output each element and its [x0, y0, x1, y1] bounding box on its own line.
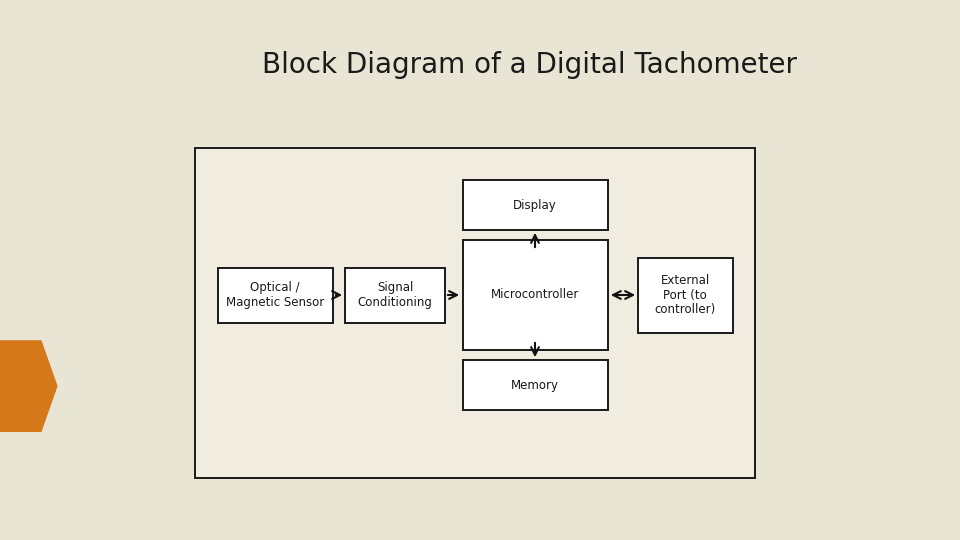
Text: External
Port (to
controller): External Port (to controller) [655, 273, 715, 316]
Text: Block Diagram of a Digital Tachometer: Block Diagram of a Digital Tachometer [262, 51, 798, 79]
Bar [463, 240, 608, 350]
Text: Signal
Conditioning: Signal Conditioning [357, 281, 432, 309]
Bar [463, 360, 608, 410]
Text: Microcontroller: Microcontroller [491, 288, 579, 301]
Bar [218, 267, 332, 322]
Bar [195, 148, 755, 478]
Bar [463, 180, 608, 230]
Polygon shape [0, 340, 58, 432]
Bar [345, 267, 445, 322]
Bar [637, 258, 732, 333]
Text: Display: Display [514, 199, 557, 212]
Text: Memory: Memory [511, 379, 559, 392]
Text: Optical /
Magnetic Sensor: Optical / Magnetic Sensor [226, 281, 324, 309]
